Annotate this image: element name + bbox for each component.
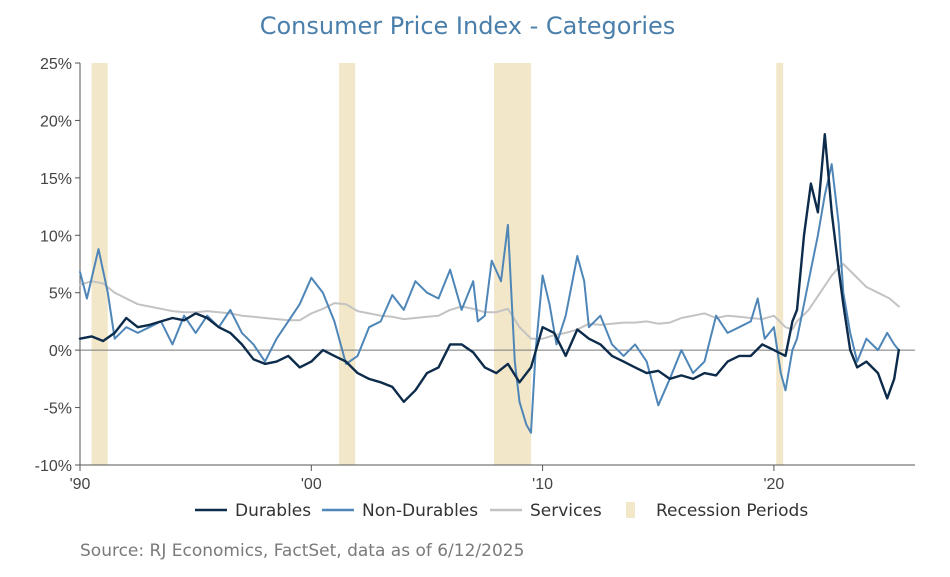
y-tick-label: -10% <box>35 458 72 475</box>
y-tick-label: 25% <box>40 56 72 73</box>
legend-swatch <box>626 502 635 518</box>
recession-band <box>776 63 784 465</box>
x-tick-label: '20 <box>763 476 784 493</box>
recession-band <box>339 63 356 465</box>
series-line-durables <box>78 133 900 403</box>
chart-title: Consumer Price Index - Categories <box>259 12 676 40</box>
legend-label: Durables <box>235 501 311 521</box>
y-tick-label: 0% <box>49 343 72 360</box>
legend-label: Recession Periods <box>656 501 808 521</box>
recession-band <box>494 63 532 465</box>
source-note: Source: RJ Economics, FactSet, data as o… <box>80 541 525 561</box>
y-tick-label: -5% <box>44 401 72 418</box>
series-line-non-durables <box>79 163 900 434</box>
recession-band <box>91 63 108 465</box>
y-tick-label: 20% <box>40 113 72 130</box>
y-tick-label: 15% <box>40 171 72 188</box>
y-tick-label: 5% <box>49 286 72 303</box>
x-tick-label: '90 <box>70 476 91 493</box>
x-tick-label: '00 <box>301 476 322 493</box>
legend-label: Services <box>530 501 602 521</box>
y-tick-label: 10% <box>40 228 72 245</box>
legend-label: Non-Durables <box>362 501 478 521</box>
series-line-services <box>79 263 900 340</box>
x-tick-label: '10 <box>532 476 553 493</box>
